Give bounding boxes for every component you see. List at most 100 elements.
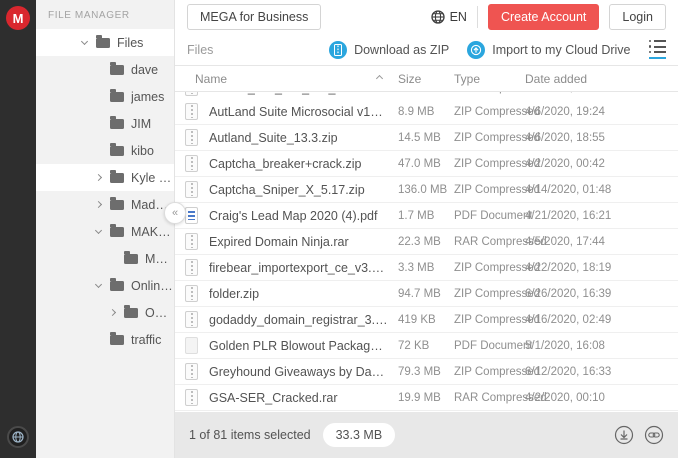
table-row[interactable]: Greyhound Giveaways by Dawud Islam.zip 7…: [175, 359, 678, 385]
file-name: Greyhound Giveaways by Dawud Islam.zip: [209, 364, 398, 379]
file-date: 4/16/2020, 02:49: [525, 313, 612, 326]
selection-footer: 1 of 81 items selected 33.3 MB: [175, 412, 678, 458]
sidebar-item-dave[interactable]: dave: [36, 56, 174, 83]
table-row[interactable]: Golden PLR Blowout Package By Paul Nicho…: [175, 333, 678, 359]
globe-icon[interactable]: [7, 426, 29, 448]
table-row[interactable]: Autland_Suite_13.3.zip 14.5 MB ZIP Compr…: [175, 125, 678, 151]
folder-toolbar: Files Download as ZIP Import to my Cloud…: [175, 34, 678, 66]
table-row[interactable]: GSA-SER_Cracked.rar 19.9 MB RAR Compress…: [175, 385, 678, 411]
folder-icon: [110, 277, 124, 291]
sidebar-item-label: Online Course Creati...: [131, 278, 174, 293]
file-name: Golden PLR Blowout Package By Paul Nicho…: [209, 338, 398, 353]
folder-icon: [110, 61, 124, 75]
file-list: AMMO_VIP_Full_site_RIP.7z 36.4 MB ZIP Co…: [175, 92, 678, 412]
name-column-label: Name: [195, 71, 228, 86]
sidebar-item-james[interactable]: james: [36, 83, 174, 110]
sidebar-item-label: traffic: [131, 332, 162, 347]
sidebar-item-files[interactable]: Files: [36, 29, 174, 56]
file-date: 4/8/2020, 00:51: [525, 92, 678, 94]
mega-for-business-button[interactable]: MEGA for Business: [187, 4, 322, 30]
file-size: 79.3 MB: [398, 365, 441, 378]
sidebar-item-online-course[interactable]: Online Course Creati...: [36, 272, 174, 299]
chevron-down-icon[interactable]: [94, 280, 110, 289]
column-header-date[interactable]: Date added: [525, 71, 588, 86]
table-row[interactable]: firebear_importexport_ce_v3.3.2.zip 3.3 …: [175, 255, 678, 281]
main-content: « MEGA for Business EN Create Account Lo…: [164, 0, 678, 458]
table-row[interactable]: Expired Domain Ninja.rar 22.3 MB RAR Com…: [175, 229, 678, 255]
get-link-icon[interactable]: [644, 425, 664, 445]
folder-icon: [110, 331, 124, 345]
top-bar-right: EN Create Account Login: [430, 4, 666, 30]
sidebar-item-online-course-child[interactable]: Online Course Cr...: [36, 299, 174, 326]
table-row[interactable]: AMMO_VIP_Full_site_RIP.7z 36.4 MB ZIP Co…: [175, 92, 678, 99]
file-date: 4/21/2020, 16:21: [525, 209, 612, 222]
folder-icon: [110, 142, 124, 156]
file-date: 4/6/2020, 19:24: [525, 105, 605, 118]
column-header-size[interactable]: Size: [398, 71, 422, 86]
sidebar-item-my-make-100[interactable]: My Make £100 P...: [36, 245, 174, 272]
file-name: Captcha_breaker+crack.zip: [209, 156, 362, 171]
folder-icon: [124, 304, 138, 318]
rar-file-icon: [185, 389, 198, 406]
selection-count: 1 of 81 items selected: [189, 428, 311, 442]
pdf-file-icon: [185, 337, 198, 354]
table-row[interactable]: Captcha_Sniper_X_5.17.zip 136.0 MB ZIP C…: [175, 177, 678, 203]
folder-icon: [110, 223, 124, 237]
top-bar: MEGA for Business EN Create Account Logi…: [175, 0, 678, 34]
rar-file-icon: [185, 233, 198, 250]
file-name: Craig's Lead Map 2020 (4).pdf: [209, 208, 378, 223]
sidebar-item-jim[interactable]: JIM: [36, 110, 174, 137]
chevron-down-icon[interactable]: [80, 37, 96, 46]
folder-icon: [110, 115, 124, 129]
file-date: 4/2/2020, 00:42: [525, 157, 605, 170]
sidebar-item-label: dave: [131, 62, 159, 77]
zip-file-icon: [185, 103, 198, 120]
chevron-down-icon[interactable]: [94, 226, 110, 235]
chevron-right-icon[interactable]: [108, 308, 124, 317]
chevron-right-icon[interactable]: [94, 173, 110, 182]
mega-logo[interactable]: M: [6, 6, 30, 30]
sidebar-item-kibo[interactable]: kibo: [36, 137, 174, 164]
language-selector[interactable]: EN: [430, 10, 467, 24]
file-name: AMMO_VIP_Full_site_RIP.7z: [209, 92, 398, 95]
column-header-type[interactable]: Type: [454, 71, 481, 86]
zip-download-icon: [329, 40, 348, 59]
list-view-toggle-icon[interactable]: [648, 39, 666, 60]
table-row[interactable]: AutLand Suite Microsocial v19.26 Full Ac…: [175, 99, 678, 125]
table-header: Name Size Type Date added: [175, 66, 678, 92]
sidebar-collapse-handle[interactable]: «: [164, 202, 186, 224]
file-size: 419 KB: [398, 313, 436, 326]
download-icon[interactable]: [614, 425, 634, 445]
file-date: 4/6/2020, 18:55: [525, 131, 605, 144]
file-size: 136.0 MB: [398, 183, 448, 196]
clipped-row-wrapper: AMMO_VIP_Full_site_RIP.7z 36.4 MB ZIP Co…: [175, 92, 678, 99]
file-date: 6/12/2020, 16:33: [525, 365, 612, 378]
file-size: 94.7 MB: [398, 287, 441, 300]
file-size: 3.3 MB: [398, 261, 435, 274]
breadcrumb[interactable]: Files: [187, 42, 214, 57]
table-row[interactable]: Captcha_breaker+crack.zip 47.0 MB ZIP Co…: [175, 151, 678, 177]
import-to-cloud-drive-button[interactable]: Import to my Cloud Drive: [467, 40, 631, 59]
sidebar-item-madsense[interactable]: Madsense Revamped: [36, 191, 174, 218]
file-date: 4/5/2020, 17:44: [525, 235, 605, 248]
login-button[interactable]: Login: [609, 4, 666, 30]
sidebar-title: FILE MANAGER: [48, 10, 130, 21]
create-account-button[interactable]: Create Account: [487, 4, 600, 30]
column-header-name[interactable]: Name: [183, 72, 398, 86]
table-row[interactable]: Craig's Lead Map 2020 (4).pdf 1.7 MB PDF…: [175, 203, 678, 229]
file-date: 4/14/2020, 01:48: [525, 183, 612, 196]
selection-size-badge: 33.3 MB: [322, 423, 396, 447]
file-type: ZIP Compressed: [454, 365, 541, 378]
sidebar-item-kyle-roof[interactable]: Kyle Roof - On Page ...: [36, 164, 174, 191]
folder-icon: [124, 250, 138, 264]
table-row[interactable]: folder.zip 94.7 MB ZIP Compressed 6/26/2…: [175, 281, 678, 307]
table-row[interactable]: godaddy_domain_registrar_3.1.5_whmcs.zip…: [175, 307, 678, 333]
file-type: PDF Document: [454, 209, 533, 222]
chevron-right-icon[interactable]: [94, 200, 110, 209]
file-date: 4/2/2020, 00:10: [525, 391, 605, 404]
sidebar-item-label: MAKE £100 PLUS E...: [131, 224, 174, 239]
download-as-zip-button[interactable]: Download as ZIP: [329, 40, 449, 59]
folder-icon: [110, 169, 124, 183]
sidebar-item-traffic[interactable]: traffic: [36, 326, 174, 353]
sidebar-item-make-100[interactable]: MAKE £100 PLUS E...: [36, 218, 174, 245]
